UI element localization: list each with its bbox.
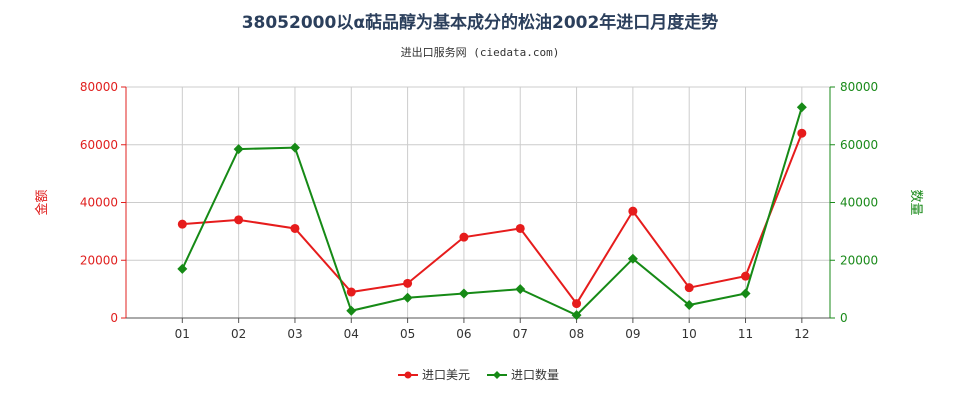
- right-axis-label: 数量: [908, 189, 923, 215]
- legend-marker: [404, 371, 412, 379]
- data-point-usd: [572, 299, 582, 309]
- left-axis-tick-label: 40000: [80, 196, 118, 210]
- data-point-quantity: [571, 310, 582, 321]
- data-point-quantity: [684, 300, 695, 311]
- x-axis-tick-label: 06: [456, 327, 471, 341]
- x-axis-tick-label: 02: [231, 327, 246, 341]
- x-axis-tick-label: 11: [738, 327, 753, 341]
- data-point-quantity: [177, 263, 188, 274]
- data-point-quantity: [233, 144, 244, 155]
- data-point-quantity: [740, 288, 751, 299]
- data-point-usd: [459, 232, 469, 242]
- x-axis-tick-label: 12: [794, 327, 809, 341]
- x-axis-tick-label: 08: [569, 327, 584, 341]
- x-axis-tick-label: 09: [625, 327, 640, 341]
- left-axis-tick-label: 60000: [80, 138, 118, 152]
- chart-title: 38052000以α萜品醇为基本成分的松油2002年进口月度走势: [241, 13, 719, 33]
- data-point-usd: [684, 283, 694, 293]
- data-point-quantity: [796, 102, 807, 113]
- left-axis-tick-label: 80000: [80, 80, 118, 94]
- chart-subtitle: 进出口服务网 (ciedata.com): [400, 46, 560, 59]
- right-axis-tick-label: 60000: [840, 138, 878, 152]
- right-axis-tick-label: 80000: [840, 80, 878, 94]
- series-line: [181, 106, 803, 317]
- x-axis-tick-label: 01: [175, 327, 190, 341]
- legend-label: 进口数量: [511, 367, 559, 382]
- data-point-usd: [797, 128, 807, 138]
- data-point-usd: [628, 206, 638, 216]
- series-line: [182, 132, 803, 306]
- data-point-quantity: [627, 253, 638, 264]
- legend-marker: [493, 371, 501, 379]
- x-axis-tick-label: 04: [344, 327, 359, 341]
- x-axis-tick-label: 03: [287, 327, 302, 341]
- x-axis-tick-label: 10: [682, 327, 697, 341]
- data-point-quantity: [402, 292, 413, 303]
- data-point-usd: [177, 219, 187, 229]
- data-point-quantity: [289, 142, 300, 153]
- right-axis-tick-label: 40000: [840, 196, 878, 210]
- data-point-quantity: [515, 284, 526, 295]
- data-point-usd: [403, 278, 413, 288]
- left-axis-tick-label: 0: [110, 311, 118, 325]
- right-axis-tick-label: 20000: [840, 253, 878, 267]
- data-point-usd: [290, 223, 300, 233]
- right-axis-tick-label: 0: [840, 311, 848, 325]
- left-axis-label: 金额: [34, 189, 50, 215]
- data-point-usd: [234, 215, 244, 225]
- data-point-usd: [346, 287, 356, 297]
- data-point-usd: [741, 271, 751, 281]
- data-point-quantity: [346, 305, 357, 316]
- data-point-usd: [515, 223, 525, 233]
- x-axis-tick-label: 05: [400, 327, 415, 341]
- x-axis-tick-label: 07: [513, 327, 528, 341]
- data-point-quantity: [458, 288, 469, 299]
- legend-label: 进口美元: [422, 368, 470, 382]
- left-axis-tick-label: 20000: [80, 253, 118, 267]
